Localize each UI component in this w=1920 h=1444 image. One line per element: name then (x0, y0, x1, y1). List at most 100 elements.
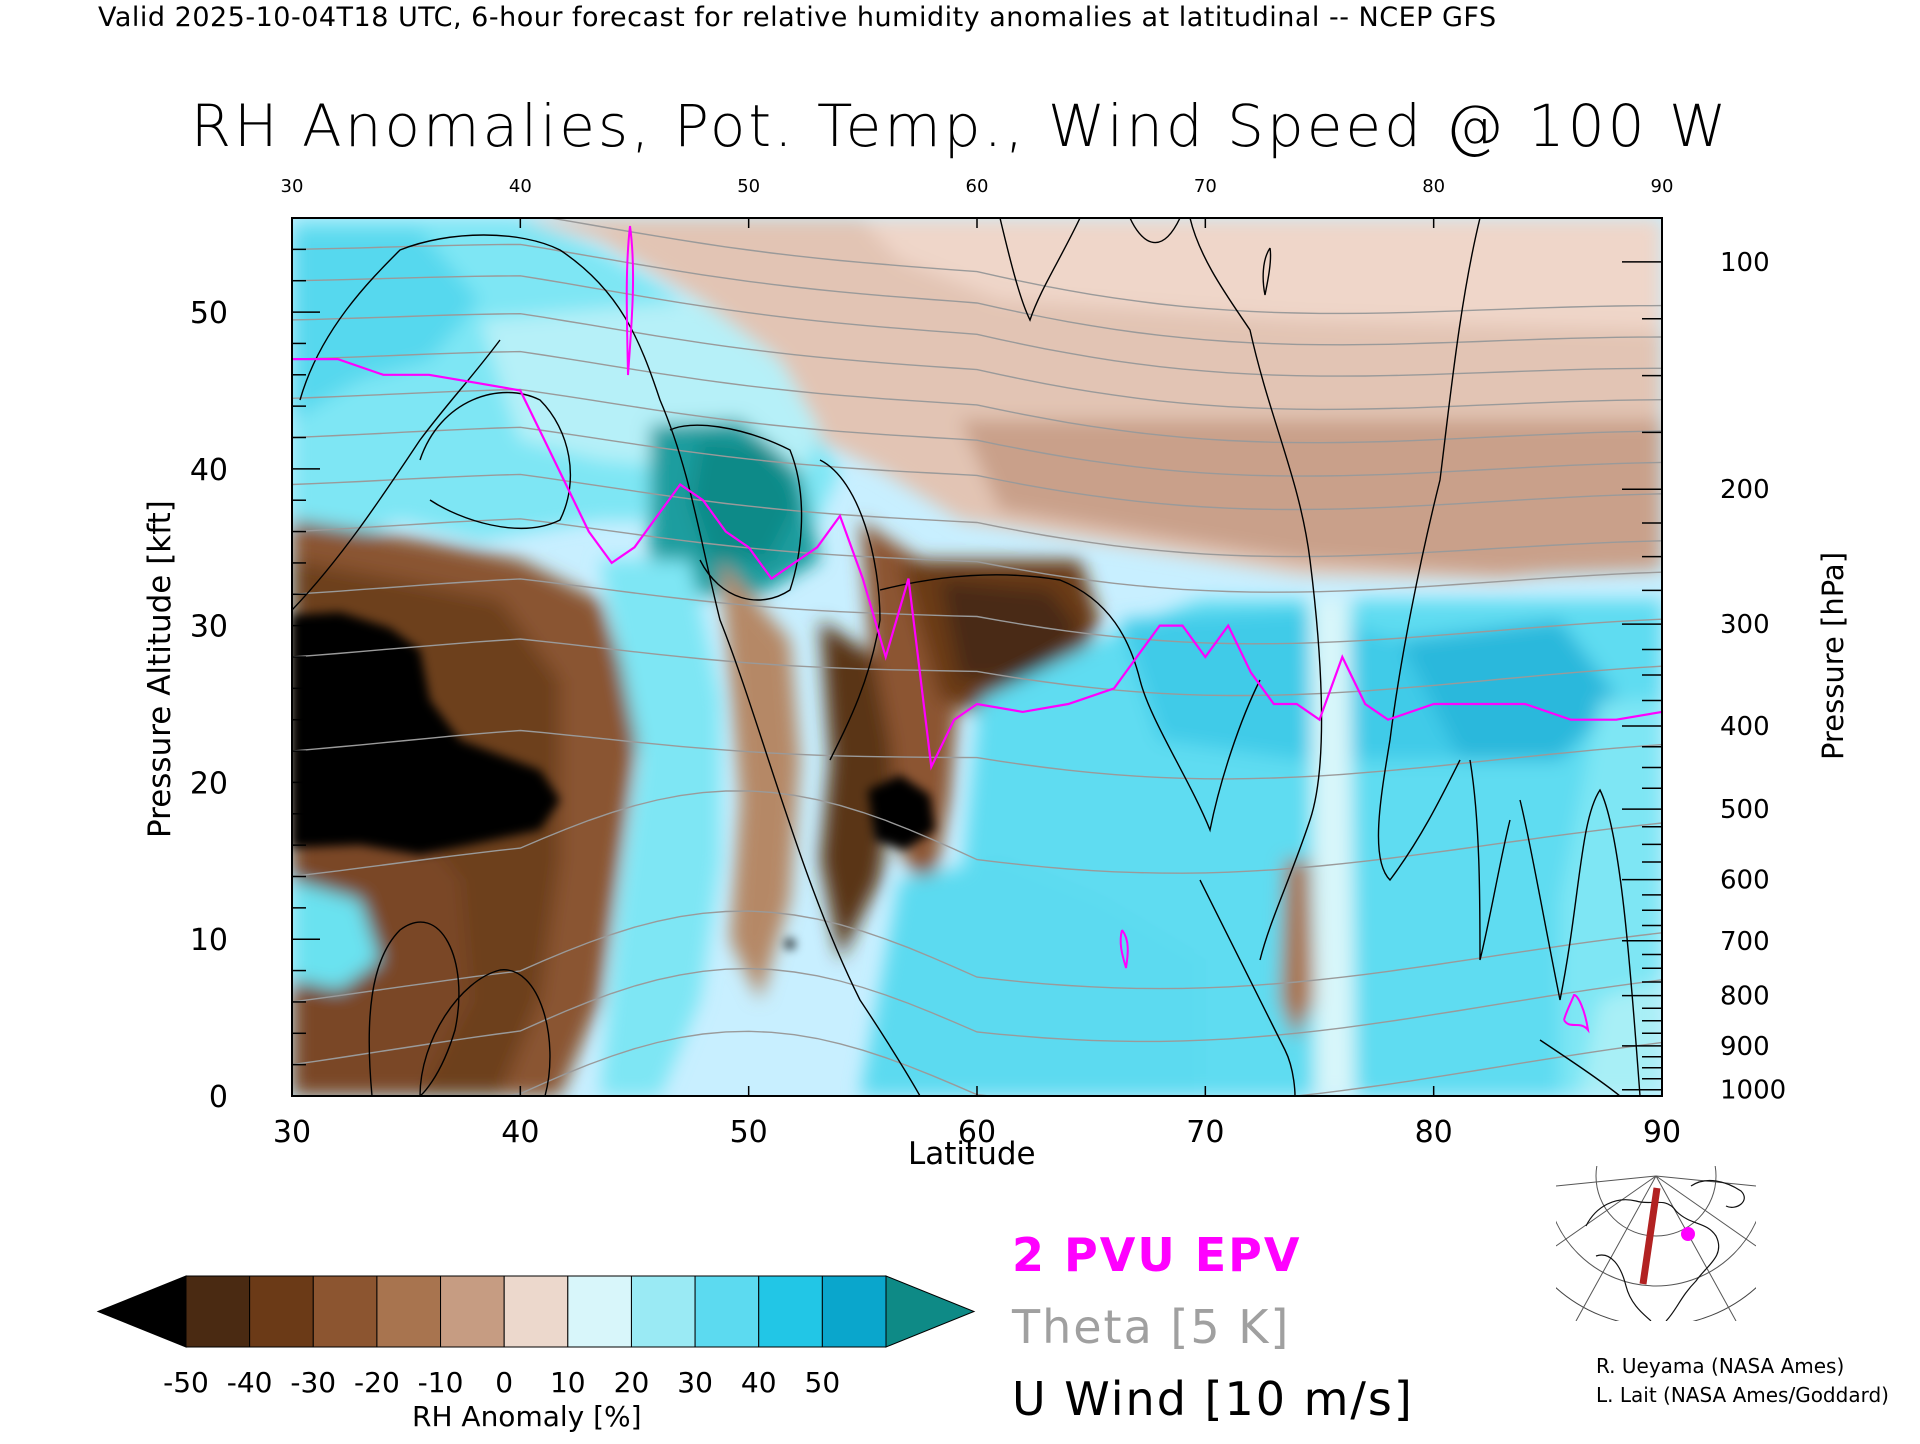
colorbar-under-arrow (96, 1275, 187, 1348)
x-top-tick-label: 90 (1651, 176, 1674, 197)
rh-colorbar (96, 1275, 976, 1348)
pvu-spike (625, 225, 635, 376)
u-wind-contours (292, 218, 1641, 1096)
colorbar-swatch (440, 1275, 505, 1348)
pressure-tick-label: 200 (1720, 475, 1770, 505)
pressure-tick-label: 600 (1720, 866, 1770, 896)
u-wind-contour (1129, 218, 1181, 244)
colorbar-swatch (376, 1275, 442, 1348)
u-wind-contour (1539, 1039, 1621, 1096)
theta-contour-400 (292, 275, 1662, 377)
x-top-tick-label: 70 (1194, 176, 1217, 197)
colorbar-tick-label: -50 (163, 1366, 209, 1399)
colorbar-tick-labels: -50 -40 -30 -20 -10 0 10 20 30 40 50 (163, 1366, 840, 1399)
colorbar-tick-label: -10 (418, 1366, 464, 1399)
x-tick-label: 70 (1186, 1115, 1224, 1150)
pressure-tick-label: 300 (1720, 610, 1770, 640)
x-axis-label: Latitude (908, 1136, 1036, 1172)
legend-u-wind: U Wind [10 m/s] (1012, 1372, 1414, 1426)
axis-ticks (291, 217, 1663, 1097)
theta-contour-290 (292, 910, 1662, 1003)
theta-contour-390 (292, 312, 1662, 411)
x-tick-label: 50 (730, 1115, 768, 1150)
theta-contour-310 (292, 729, 1662, 780)
u-wind-contour (368, 921, 460, 1096)
continent-outline (1585, 1179, 1745, 1321)
u-wind-contour (299, 234, 921, 1096)
legend-pvu: 2 PVU EPV (1012, 1228, 1302, 1282)
colorbar-swatch (567, 1275, 632, 1348)
x-axis-bottom-labels: 30 40 50 60 70 80 90 (273, 1115, 1681, 1150)
x-tick-label: 90 (1643, 1115, 1681, 1150)
theta-contour-350 (292, 473, 1662, 558)
pressure-tick-label: 100 (1720, 248, 1770, 278)
y-tick-label: 10 (190, 923, 228, 958)
x-top-tick-label: 50 (737, 176, 760, 197)
colorbar-swatch (694, 1275, 760, 1348)
u-wind-contour (1199, 879, 1296, 1096)
location-dot (1681, 1227, 1695, 1241)
u-wind-contour (879, 574, 1261, 833)
pressure-tick-label: 800 (1720, 982, 1770, 1012)
theta-contour-380 (292, 350, 1662, 444)
u-wind-contour (292, 339, 501, 611)
pressure-tick-label: 400 (1720, 712, 1770, 742)
u-wind-contour (419, 391, 572, 529)
x-tick-label: 60 (958, 1115, 996, 1150)
chart-title: RH Anomalies, Pot. Temp., Wind Speed @ 1… (190, 92, 1730, 160)
colorbar-label: RH Anomaly [%] (412, 1400, 642, 1433)
legend-theta: Theta [5 K] (1012, 1300, 1291, 1354)
x-tick-label: 30 (273, 1115, 311, 1150)
x-top-tick-label: 80 (1422, 176, 1445, 197)
y-axis-right-labels: 100 200 300 400 500 600 700 800 900 1000 (1720, 248, 1786, 1106)
x-top-tick-label: 60 (966, 176, 989, 197)
pvu-small-loop (1563, 993, 1590, 1034)
pressure-tick-label: 900 (1720, 1032, 1770, 1062)
theta-contour-410 (292, 243, 1662, 346)
colorbar-swatch (503, 1275, 569, 1348)
colorbar-swatch (630, 1275, 696, 1348)
u-wind-contour (669, 424, 803, 601)
x-tick-label: 40 (501, 1115, 539, 1150)
colorbar-tick-label: -20 (354, 1366, 400, 1399)
x-top-tick-label: 40 (509, 176, 532, 197)
colorbar-swatch (758, 1275, 823, 1348)
y-tick-label: 20 (190, 766, 228, 801)
x-top-tick-label: 30 (281, 176, 304, 197)
y-axis-left-labels: 0 10 20 30 40 50 (190, 296, 228, 1115)
forecast-valid-title: Valid 2025-10-04T18 UTC, 6-hour forecast… (98, 2, 1497, 33)
pvu-small-loop (1119, 929, 1129, 969)
u-wind-contour (419, 969, 551, 1096)
pressure-tick-label: 700 (1720, 927, 1770, 957)
u-wind-contour (1377, 218, 1481, 882)
u-wind-contour (1519, 788, 1641, 1096)
theta-contour-280 (292, 967, 1662, 1066)
inset-map (1556, 1166, 1756, 1321)
colorbar-swatch (185, 1275, 251, 1348)
y-tick-label: 0 (209, 1080, 228, 1115)
theta-contour-420 (292, 218, 1662, 315)
cross-section-line (1639, 1187, 1661, 1285)
x-tick-label: 80 (1415, 1115, 1453, 1150)
credit-line-2: L. Lait (NASA Ames/Goddard) (1596, 1383, 1889, 1407)
colorbar-swatch (249, 1275, 314, 1348)
y-tick-label: 50 (190, 296, 228, 331)
colorbar-tick-label: -40 (227, 1366, 273, 1399)
u-wind-contour (1189, 218, 1323, 961)
colorbar-tick-label: -30 (290, 1366, 336, 1399)
theta-contour-300 (292, 790, 1662, 878)
x-axis-top-labels: 30 40 50 60 70 80 90 (281, 176, 1674, 197)
u-wind-contour (999, 218, 1081, 322)
y-tick-label: 40 (190, 453, 228, 488)
colorbar-tick-label: 0 (495, 1366, 513, 1399)
y-tick-label: 30 (190, 610, 228, 645)
pressure-tick-marks (1622, 261, 1662, 1091)
colorbar-swatch (821, 1275, 887, 1348)
u-wind-contour (1262, 247, 1272, 296)
colorbar-tick-label: 30 (677, 1366, 713, 1399)
colorbar-swatch (312, 1275, 378, 1348)
u-wind-contour (819, 459, 881, 761)
colorbar-over-arrow (885, 1275, 976, 1348)
